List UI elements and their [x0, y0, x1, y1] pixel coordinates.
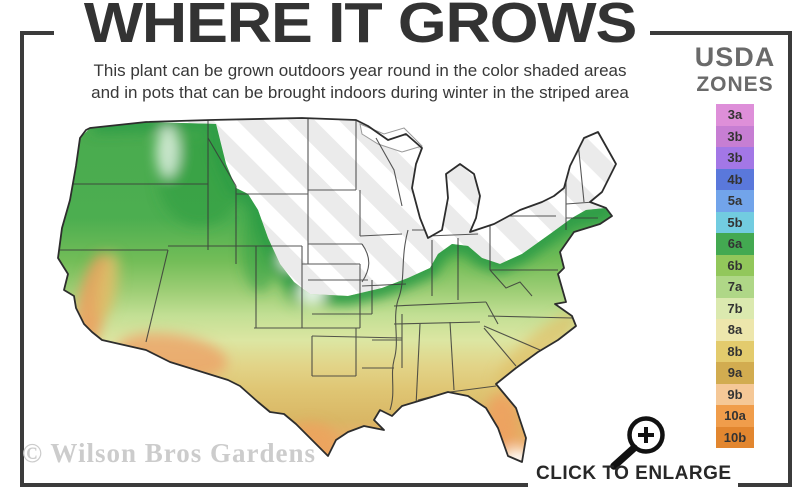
zone-swatch-10b: 10b	[716, 426, 754, 448]
frame-top-left-dash	[20, 31, 54, 35]
frame-right	[788, 31, 792, 487]
subtitle: This plant can be grown outdoors year ro…	[60, 60, 660, 104]
zone-swatch-8a: 8a	[716, 319, 754, 341]
legend-title-usda: USDA	[694, 42, 776, 72]
zone-swatch-5a: 5a	[716, 190, 754, 212]
click-to-enlarge-label[interactable]: CLICK TO ENLARGE	[536, 463, 732, 484]
zone-swatch-3b-2: 3b	[716, 147, 754, 169]
zone-swatch-9b: 9b	[716, 383, 754, 405]
page-title: WHERE IT GROWS	[83, 0, 637, 55]
zone-swatch-8b: 8b	[716, 340, 754, 362]
zone-swatch-10a: 10a	[716, 405, 754, 427]
frame-top-right-dash	[650, 31, 792, 35]
zone-swatch-5b: 5b	[716, 211, 754, 233]
legend-title-zones: ZONES	[696, 73, 774, 96]
zone-swatch-9a: 9a	[716, 362, 754, 384]
frame-bottom-left-segment	[20, 483, 528, 487]
usda-zones-legend: 3a 3b 3b 4b 5a 5b 6a 6b 7a 7b 8a 8b 9a 9…	[716, 104, 754, 448]
zone-swatch-3b: 3b	[716, 125, 754, 147]
subtitle-line-2: and in pots that can be brought indoors …	[91, 83, 629, 103]
zone-swatch-4b: 4b	[716, 168, 754, 190]
watermark: © Wilson Bros Gardens	[22, 438, 316, 468]
zone-swatch-6b: 6b	[716, 254, 754, 276]
zone-swatch-7a: 7a	[716, 276, 754, 298]
zone-swatch-7b: 7b	[716, 297, 754, 319]
frame-left	[20, 31, 24, 487]
zone-swatch-3a: 3a	[716, 104, 754, 126]
zone-swatch-6a: 6a	[716, 233, 754, 255]
legend-title: USDA ZONES	[676, 42, 794, 96]
us-hardiness-zone-map[interactable]	[50, 110, 672, 472]
subtitle-line-1: This plant can be grown outdoors year ro…	[93, 61, 627, 80]
magnifier-zoom-icon[interactable]	[602, 410, 674, 474]
frame-bottom-right-dash	[738, 483, 792, 487]
